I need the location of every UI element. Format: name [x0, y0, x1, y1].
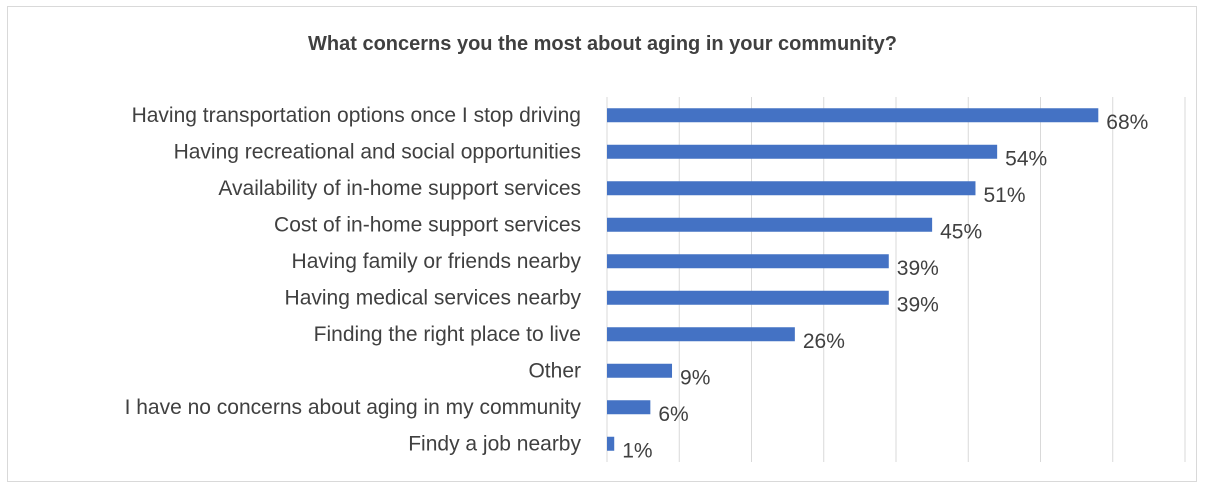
chart-title: What concerns you the most about aging i… [308, 33, 897, 55]
bar [607, 217, 933, 232]
category-label: Availability of in-home support services [218, 177, 581, 200]
bar [607, 436, 615, 451]
category-label: Having recreational and social opportuni… [174, 140, 581, 163]
bar [607, 363, 673, 378]
category-label: Cost of in-home support services [274, 213, 581, 236]
category-label: Having transportation options once I sto… [132, 104, 581, 127]
data-label: 26% [803, 330, 845, 353]
category-label: Finding the right place to live [314, 323, 581, 346]
category-label: Having family or friends nearby [292, 250, 582, 273]
value-labels: 68%54%51%45%39%39%26%9%6%1% [622, 111, 1148, 463]
bars [607, 108, 1099, 451]
category-labels: Having transportation options once I sto… [125, 104, 582, 456]
bar [607, 108, 1099, 123]
data-label: 9% [680, 366, 710, 389]
data-label: 39% [897, 257, 939, 280]
category-label: Having medical services nearby [285, 286, 582, 309]
bar [607, 254, 889, 269]
data-label: 6% [658, 403, 688, 426]
bar [607, 327, 795, 342]
data-label: 1% [622, 439, 652, 462]
bar [607, 290, 889, 305]
category-label: Other [528, 359, 581, 382]
bar [607, 400, 651, 415]
data-label: 54% [1005, 147, 1047, 170]
category-label: I have no concerns about aging in my com… [125, 396, 582, 419]
bar [607, 181, 976, 196]
chart-frame [7, 6, 1197, 482]
data-label: 51% [983, 184, 1025, 207]
data-label: 68% [1106, 111, 1148, 134]
data-label: 39% [897, 293, 939, 316]
category-label: Findy a job nearby [408, 432, 581, 455]
bar [607, 144, 998, 159]
data-label: 45% [940, 220, 982, 243]
